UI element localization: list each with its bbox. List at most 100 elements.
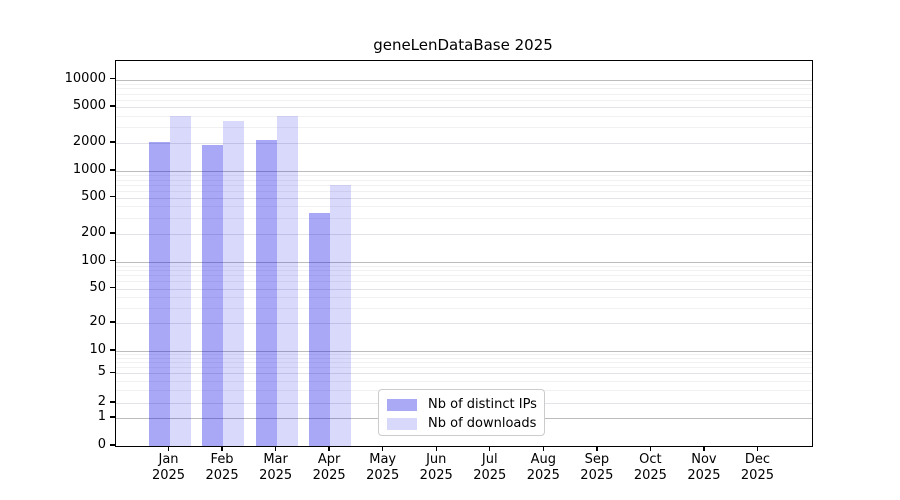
- gridline-minor-labeled: [116, 288, 812, 290]
- gridline-minor: [116, 179, 812, 181]
- y-tick-mark-1000: [110, 169, 115, 171]
- x-tick-year: 2025: [151, 468, 186, 483]
- bar-jan-downloads: [169, 116, 191, 446]
- bar-feb-downloads: [223, 121, 245, 446]
- gridline-minor: [116, 270, 812, 272]
- x-tick-year: 2025: [740, 468, 774, 483]
- legend-item-downloads: Nb of downloads: [387, 414, 536, 433]
- gridline-minor-labeled: [116, 107, 812, 108]
- x-tick-month: Aug: [530, 452, 556, 467]
- gridline-major: [116, 171, 812, 172]
- x-tick-label-feb: Feb 2025: [194, 452, 250, 484]
- bar-apr-downloads: [330, 185, 352, 446]
- x-tick-label-sep: Sep 2025: [569, 452, 625, 484]
- x-tick-month: Nov: [691, 452, 717, 467]
- x-tick-mark-nov: [703, 446, 705, 451]
- y-tick-label-20: 20: [89, 314, 106, 329]
- gridline-major: [116, 79, 812, 81]
- y-tick-label-10: 10: [89, 342, 106, 357]
- x-tick-year: 2025: [312, 468, 346, 483]
- x-tick-mark-aug: [542, 446, 544, 451]
- gridline-minor: [116, 83, 812, 85]
- x-tick-mark-sep: [596, 446, 598, 451]
- chart-title: geneLenDataBase 2025: [373, 36, 553, 54]
- x-tick-label-oct: Oct 2025: [622, 452, 678, 484]
- y-tick-label-1: 1: [97, 409, 106, 424]
- x-tick-label-mar: Mar 2025: [248, 452, 304, 484]
- gridline-minor: [116, 367, 812, 369]
- bar-mar-distinct-ips: [255, 139, 277, 446]
- x-tick-label-jan: Jan 2025: [141, 452, 197, 484]
- y-tick-mark-20: [110, 321, 115, 323]
- x-tick-mark-apr: [328, 446, 330, 451]
- y-tick-mark-200: [110, 232, 115, 234]
- x-tick-mark-jul: [489, 446, 491, 451]
- y-tick-label-1000: 1000: [72, 162, 106, 177]
- x-tick-year: 2025: [366, 468, 400, 483]
- y-tick-mark-500: [110, 195, 115, 198]
- x-tick-label-nov: Nov 2025: [676, 452, 732, 484]
- gridline-minor-labeled: [116, 234, 812, 235]
- gridline-minor: [116, 354, 812, 356]
- y-tick-mark-5: [110, 371, 115, 373]
- gridline-minor: [116, 358, 812, 360]
- x-tick-year: 2025: [580, 468, 614, 483]
- y-tick-mark-2: [110, 401, 115, 403]
- x-tick-label-jul: Jul 2025: [462, 452, 518, 484]
- gridline-minor-labeled: [116, 143, 812, 144]
- x-tick-mark-dec: [756, 446, 759, 451]
- legend-item-distinct-ips: Nb of distinct IPs: [387, 395, 537, 414]
- gridline-minor: [116, 362, 812, 364]
- x-tick-year: 2025: [419, 468, 453, 483]
- x-tick-year: 2025: [259, 468, 293, 483]
- gridline-minor: [116, 127, 812, 129]
- x-tick-month: Jun: [426, 452, 447, 467]
- x-tick-label-apr: Apr 2025: [301, 452, 357, 484]
- gridline-minor: [116, 380, 812, 382]
- gridline-minor: [116, 296, 812, 298]
- x-tick-month: Sep: [584, 452, 610, 467]
- x-tick-month: May: [369, 452, 397, 467]
- gridline-major: [116, 351, 812, 352]
- gridline-minor-labeled: [116, 323, 812, 324]
- x-tick-month: Mar: [263, 452, 288, 467]
- y-tick-label-200: 200: [81, 225, 106, 240]
- gridline-major: [116, 261, 812, 263]
- x-tick-year: 2025: [633, 468, 667, 483]
- y-tick-label-50: 50: [89, 279, 106, 295]
- y-tick-mark-5000: [110, 105, 115, 107]
- x-tick-label-dec: Dec 2025: [729, 452, 785, 484]
- gridline-minor: [116, 99, 812, 101]
- x-tick-year: 2025: [473, 468, 507, 483]
- y-tick-label-10000: 10000: [64, 70, 106, 86]
- gridline-minor-labeled: [116, 373, 812, 375]
- x-tick-month: Jan: [158, 452, 179, 467]
- bar-apr-distinct-ips: [309, 213, 331, 446]
- x-tick-year: 2025: [687, 468, 721, 483]
- gridline-minor: [116, 190, 812, 192]
- gridline-minor: [116, 115, 812, 117]
- y-tick-mark-10000: [110, 78, 115, 80]
- y-tick-mark-50: [110, 286, 115, 289]
- y-tick-label-100: 100: [81, 252, 106, 268]
- bar-mar-downloads: [276, 116, 298, 446]
- x-tick-label-aug: Aug 2025: [515, 452, 571, 484]
- x-tick-year: 2025: [526, 468, 560, 483]
- gridline-minor: [116, 217, 812, 219]
- y-tick-label-2000: 2000: [72, 134, 106, 149]
- legend-label: Nb of downloads: [428, 416, 537, 431]
- legend-swatch-distinct-ips: [387, 398, 417, 411]
- x-tick-mark-feb: [221, 446, 223, 451]
- bar-feb-distinct-ips: [202, 145, 224, 446]
- y-tick-mark-1: [110, 416, 115, 418]
- gridline-minor: [116, 275, 812, 277]
- x-tick-month: Jul: [481, 452, 498, 467]
- gridline-minor: [116, 206, 812, 208]
- x-tick-mark-jan: [167, 446, 170, 451]
- bar-jan-distinct-ips: [148, 142, 170, 446]
- x-tick-year: 2025: [205, 468, 239, 483]
- y-tick-label-500: 500: [81, 188, 106, 204]
- y-tick-mark-0: [110, 444, 115, 446]
- x-tick-month: Oct: [639, 452, 662, 467]
